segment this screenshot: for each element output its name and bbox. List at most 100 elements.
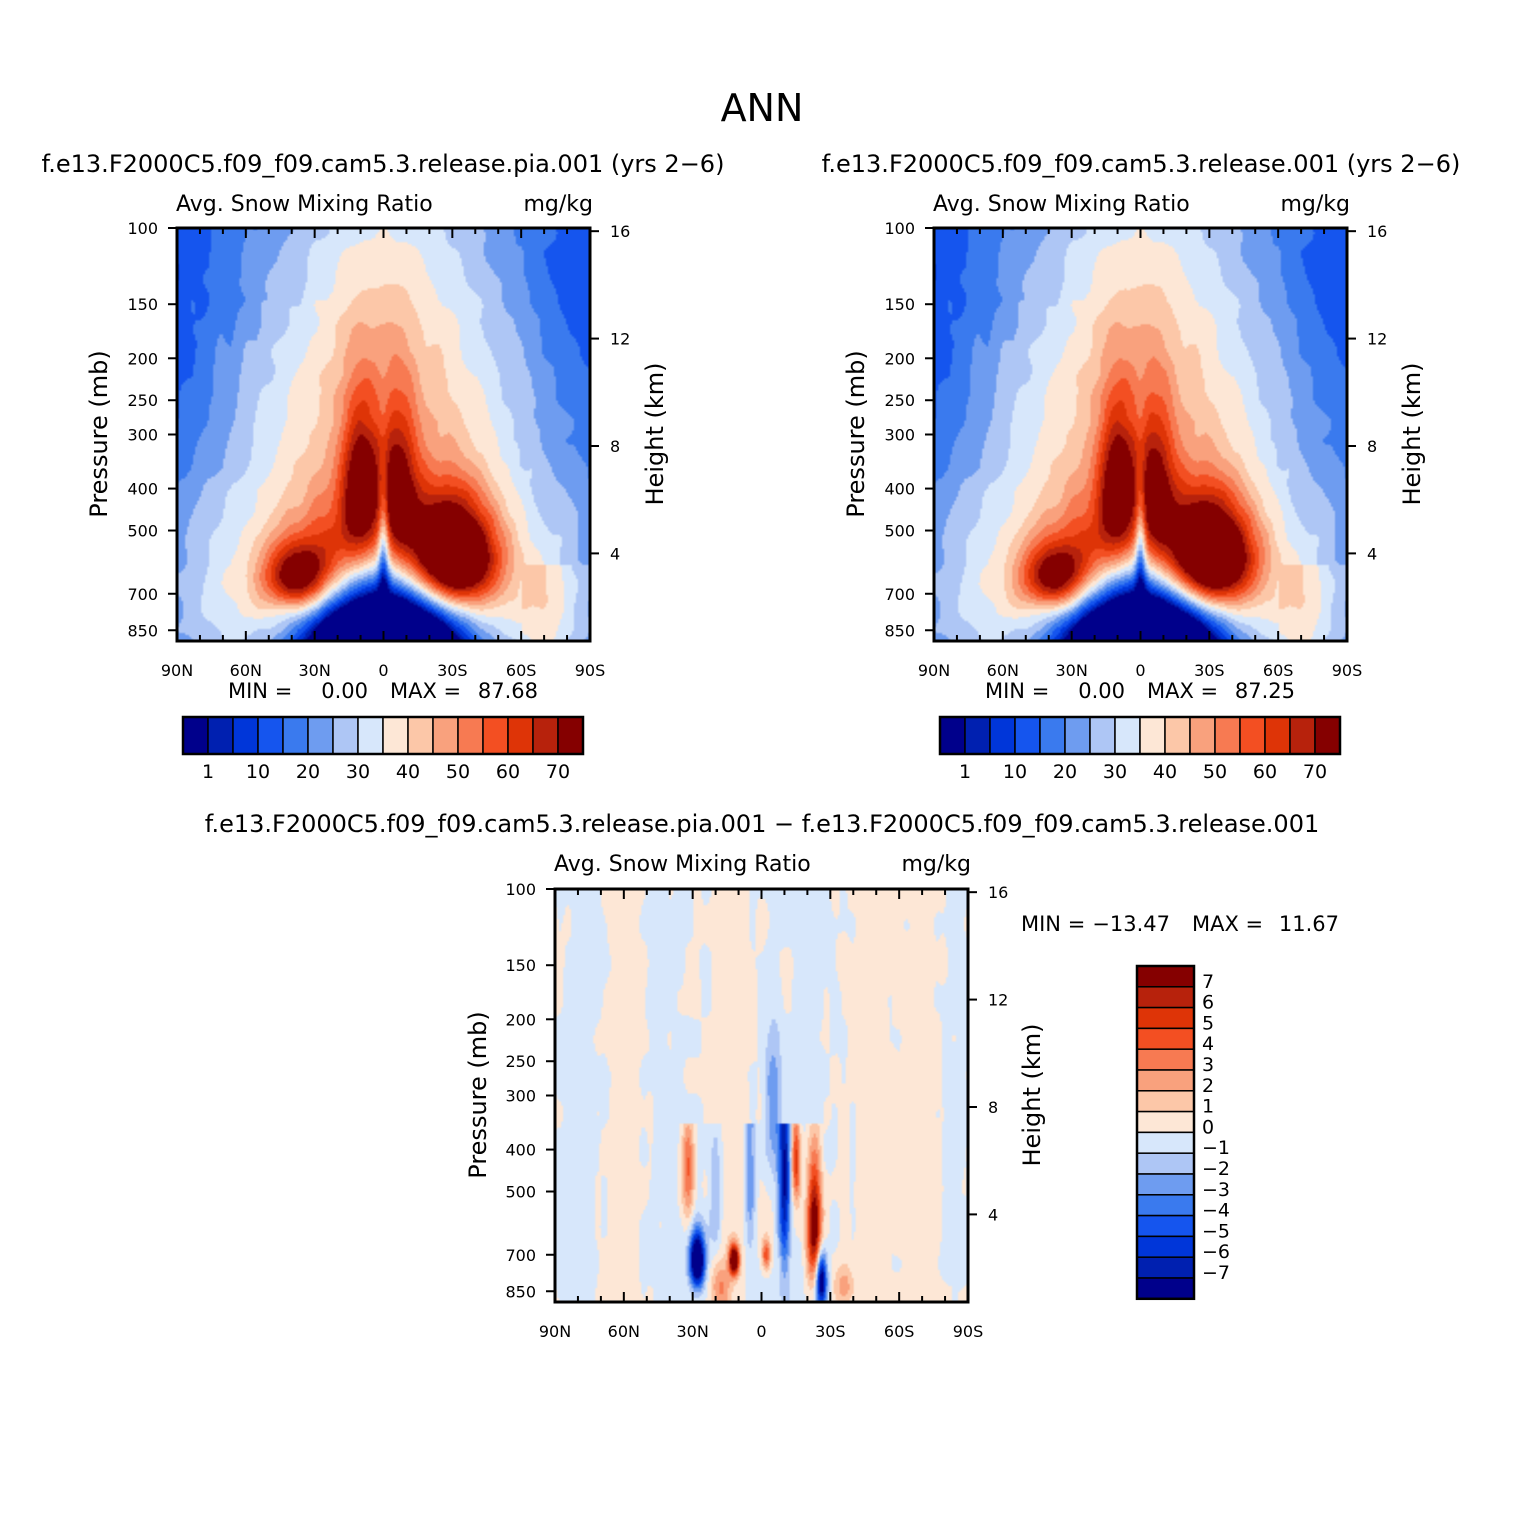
- y-tick-label: 250: [505, 1052, 536, 1071]
- x-tick-label: 30S: [815, 1322, 846, 1341]
- colorbar-label: 5: [1202, 1012, 1214, 1034]
- y-tick-label: 150: [884, 295, 915, 314]
- colorbar: 1 10 20 30 40 50 60 70: [938, 715, 1342, 783]
- y-axis-right-label: Height (km): [1018, 1024, 1046, 1167]
- x-tick-label: 90S: [1332, 661, 1363, 680]
- colorbar-swatch: [1139, 716, 1166, 755]
- max-label: MAX =: [1147, 679, 1218, 703]
- colorbar-label: −5: [1202, 1220, 1230, 1242]
- y-tick-label: 250: [884, 391, 915, 410]
- colorbar: 1 10 20 30 40 50 60 70: [181, 715, 585, 783]
- colorbar-label: 40: [396, 761, 420, 783]
- colorbar-label: 50: [446, 761, 470, 783]
- x-tick-label: 60S: [884, 1322, 915, 1341]
- y-tick-label: 400: [884, 480, 915, 499]
- y-tick-label: 400: [127, 480, 158, 499]
- x-tick-label: 0: [378, 661, 388, 680]
- colorbar-swatch: [507, 716, 534, 755]
- x-tick-label: 60N: [608, 1322, 640, 1341]
- units-label: mg/kg: [901, 852, 971, 877]
- colorbar-label: 10: [1003, 761, 1027, 783]
- heatmap-image: [177, 228, 590, 641]
- colorbar-label: 4: [1202, 1033, 1214, 1055]
- variable-label: Avg. Snow Mixing Ratio: [176, 192, 433, 217]
- y-tick-label: 100: [884, 219, 915, 238]
- panel-title: f.e13.F2000C5.f09_f09.cam5.3.release.pia…: [205, 810, 1320, 838]
- colorbar-swatch: [1039, 716, 1066, 755]
- y-right-tick-label: 16: [1367, 222, 1387, 241]
- variable-label: Avg. Snow Mixing Ratio: [554, 852, 811, 877]
- colorbar-label: 60: [1253, 761, 1277, 783]
- colorbar-label: 1: [202, 761, 214, 783]
- colorbar-label: 3: [1202, 1054, 1214, 1076]
- colorbar-label: 70: [1303, 761, 1327, 783]
- max-value: 87.25: [1235, 679, 1295, 703]
- colorbar-swatch: [1136, 1256, 1195, 1279]
- x-tick-label: 30S: [1194, 661, 1225, 680]
- min-label: MIN =: [228, 679, 292, 703]
- colorbar-swatch: [382, 716, 409, 755]
- y-tick-label: 100: [505, 880, 536, 899]
- x-tick-label: 90N: [539, 1322, 571, 1341]
- min-label: MIN =: [1021, 912, 1085, 936]
- x-tick-label: 30N: [677, 1322, 709, 1341]
- y-tick-label: 100: [127, 219, 158, 238]
- colorbar-label: −7: [1202, 1262, 1230, 1284]
- max-value: 11.67: [1279, 912, 1339, 936]
- colorbar-swatch: [257, 716, 284, 755]
- y-right-tick-label: 12: [610, 330, 630, 349]
- colorbar-swatch: [964, 716, 991, 755]
- y-right-tick-label: 8: [1367, 437, 1377, 456]
- min-label: MIN =: [985, 679, 1049, 703]
- x-tick-label: 90N: [918, 661, 950, 680]
- x-tick-label: 0: [1135, 661, 1145, 680]
- y-tick-label: 500: [127, 522, 158, 541]
- x-tick-label: 30N: [299, 661, 331, 680]
- colorbar-swatch: [482, 716, 509, 755]
- max-label: MAX =: [390, 679, 461, 703]
- y-tick-label: 300: [884, 426, 915, 445]
- y-axis-label: Pressure (mb): [464, 1011, 492, 1178]
- colorbar-label: −6: [1202, 1241, 1230, 1263]
- colorbar-swatch: [1136, 1131, 1195, 1154]
- colorbar-swatch: [1239, 716, 1266, 755]
- colorbar-swatch: [232, 716, 259, 755]
- y-right-tick-label: 4: [1367, 544, 1377, 563]
- x-tick-label: 90S: [575, 661, 606, 680]
- colorbar-swatch: [1314, 716, 1341, 755]
- colorbar-swatch: [1189, 716, 1216, 755]
- max-label: MAX =: [1192, 912, 1263, 936]
- colorbar-swatch: [1136, 1027, 1195, 1050]
- axes: 90N 60N 30N 0 30S 60S 90S 100 150 200 250 300 400 500…: [127, 219, 630, 680]
- colorbar-label: 10: [246, 761, 270, 783]
- colorbar-swatch: [1264, 716, 1291, 755]
- y-tick-label: 200: [127, 349, 158, 368]
- y-tick-label: 850: [127, 621, 158, 640]
- x-tick-label: 90S: [953, 1322, 984, 1341]
- y-right-tick-label: 12: [1367, 330, 1387, 349]
- colorbar-swatch: [1064, 716, 1091, 755]
- panel-pia: f.e13.F2000C5.f09_f09.cam5.3.release.pia…: [42, 150, 725, 783]
- y-axis-right-label: Height (km): [641, 363, 669, 506]
- y-tick-label: 150: [505, 956, 536, 975]
- y-axis-label: Pressure (mb): [85, 350, 113, 517]
- max-value: 87.68: [478, 679, 538, 703]
- min-value: 0.00: [1078, 679, 1125, 703]
- heatmap-image: [555, 889, 968, 1302]
- min-value: 0.00: [321, 679, 368, 703]
- colorbar-swatch: [557, 716, 584, 755]
- colorbar-swatch: [332, 716, 359, 755]
- y-tick-label: 850: [505, 1282, 536, 1301]
- colorbar-swatch: [1089, 716, 1116, 755]
- colorbar-swatch: [1136, 1173, 1195, 1196]
- y-tick-label: 700: [505, 1246, 536, 1265]
- units-label: mg/kg: [1280, 192, 1350, 217]
- x-tick-label: 60S: [506, 661, 537, 680]
- x-tick-label: 60N: [230, 661, 262, 680]
- colorbar-swatch: [282, 716, 309, 755]
- colorbar-label: 50: [1203, 761, 1227, 783]
- colorbar-swatch: [207, 716, 234, 755]
- y-tick-label: 200: [505, 1010, 536, 1029]
